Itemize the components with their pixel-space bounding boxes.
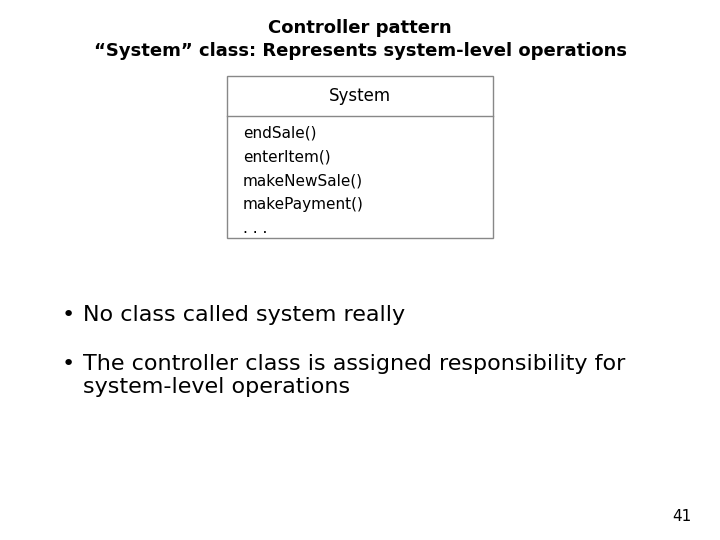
Text: No class called system really: No class called system really [83,305,405,325]
Text: . . .: . . . [243,221,267,236]
Text: endSale(): endSale() [243,126,316,141]
Text: makePayment(): makePayment() [243,197,364,212]
Text: System: System [329,87,391,105]
Text: makeNewSale(): makeNewSale() [243,173,363,188]
Text: 41: 41 [672,509,691,524]
Text: Controller pattern
“System” class: Represents system-level operations: Controller pattern “System” class: Repre… [94,19,626,60]
Text: •: • [61,305,74,325]
Text: The controller class is assigned responsibility for
system-level operations: The controller class is assigned respons… [83,354,625,397]
Bar [227,76,493,238]
Text: enterItem(): enterItem() [243,150,330,165]
Text: •: • [61,354,74,374]
